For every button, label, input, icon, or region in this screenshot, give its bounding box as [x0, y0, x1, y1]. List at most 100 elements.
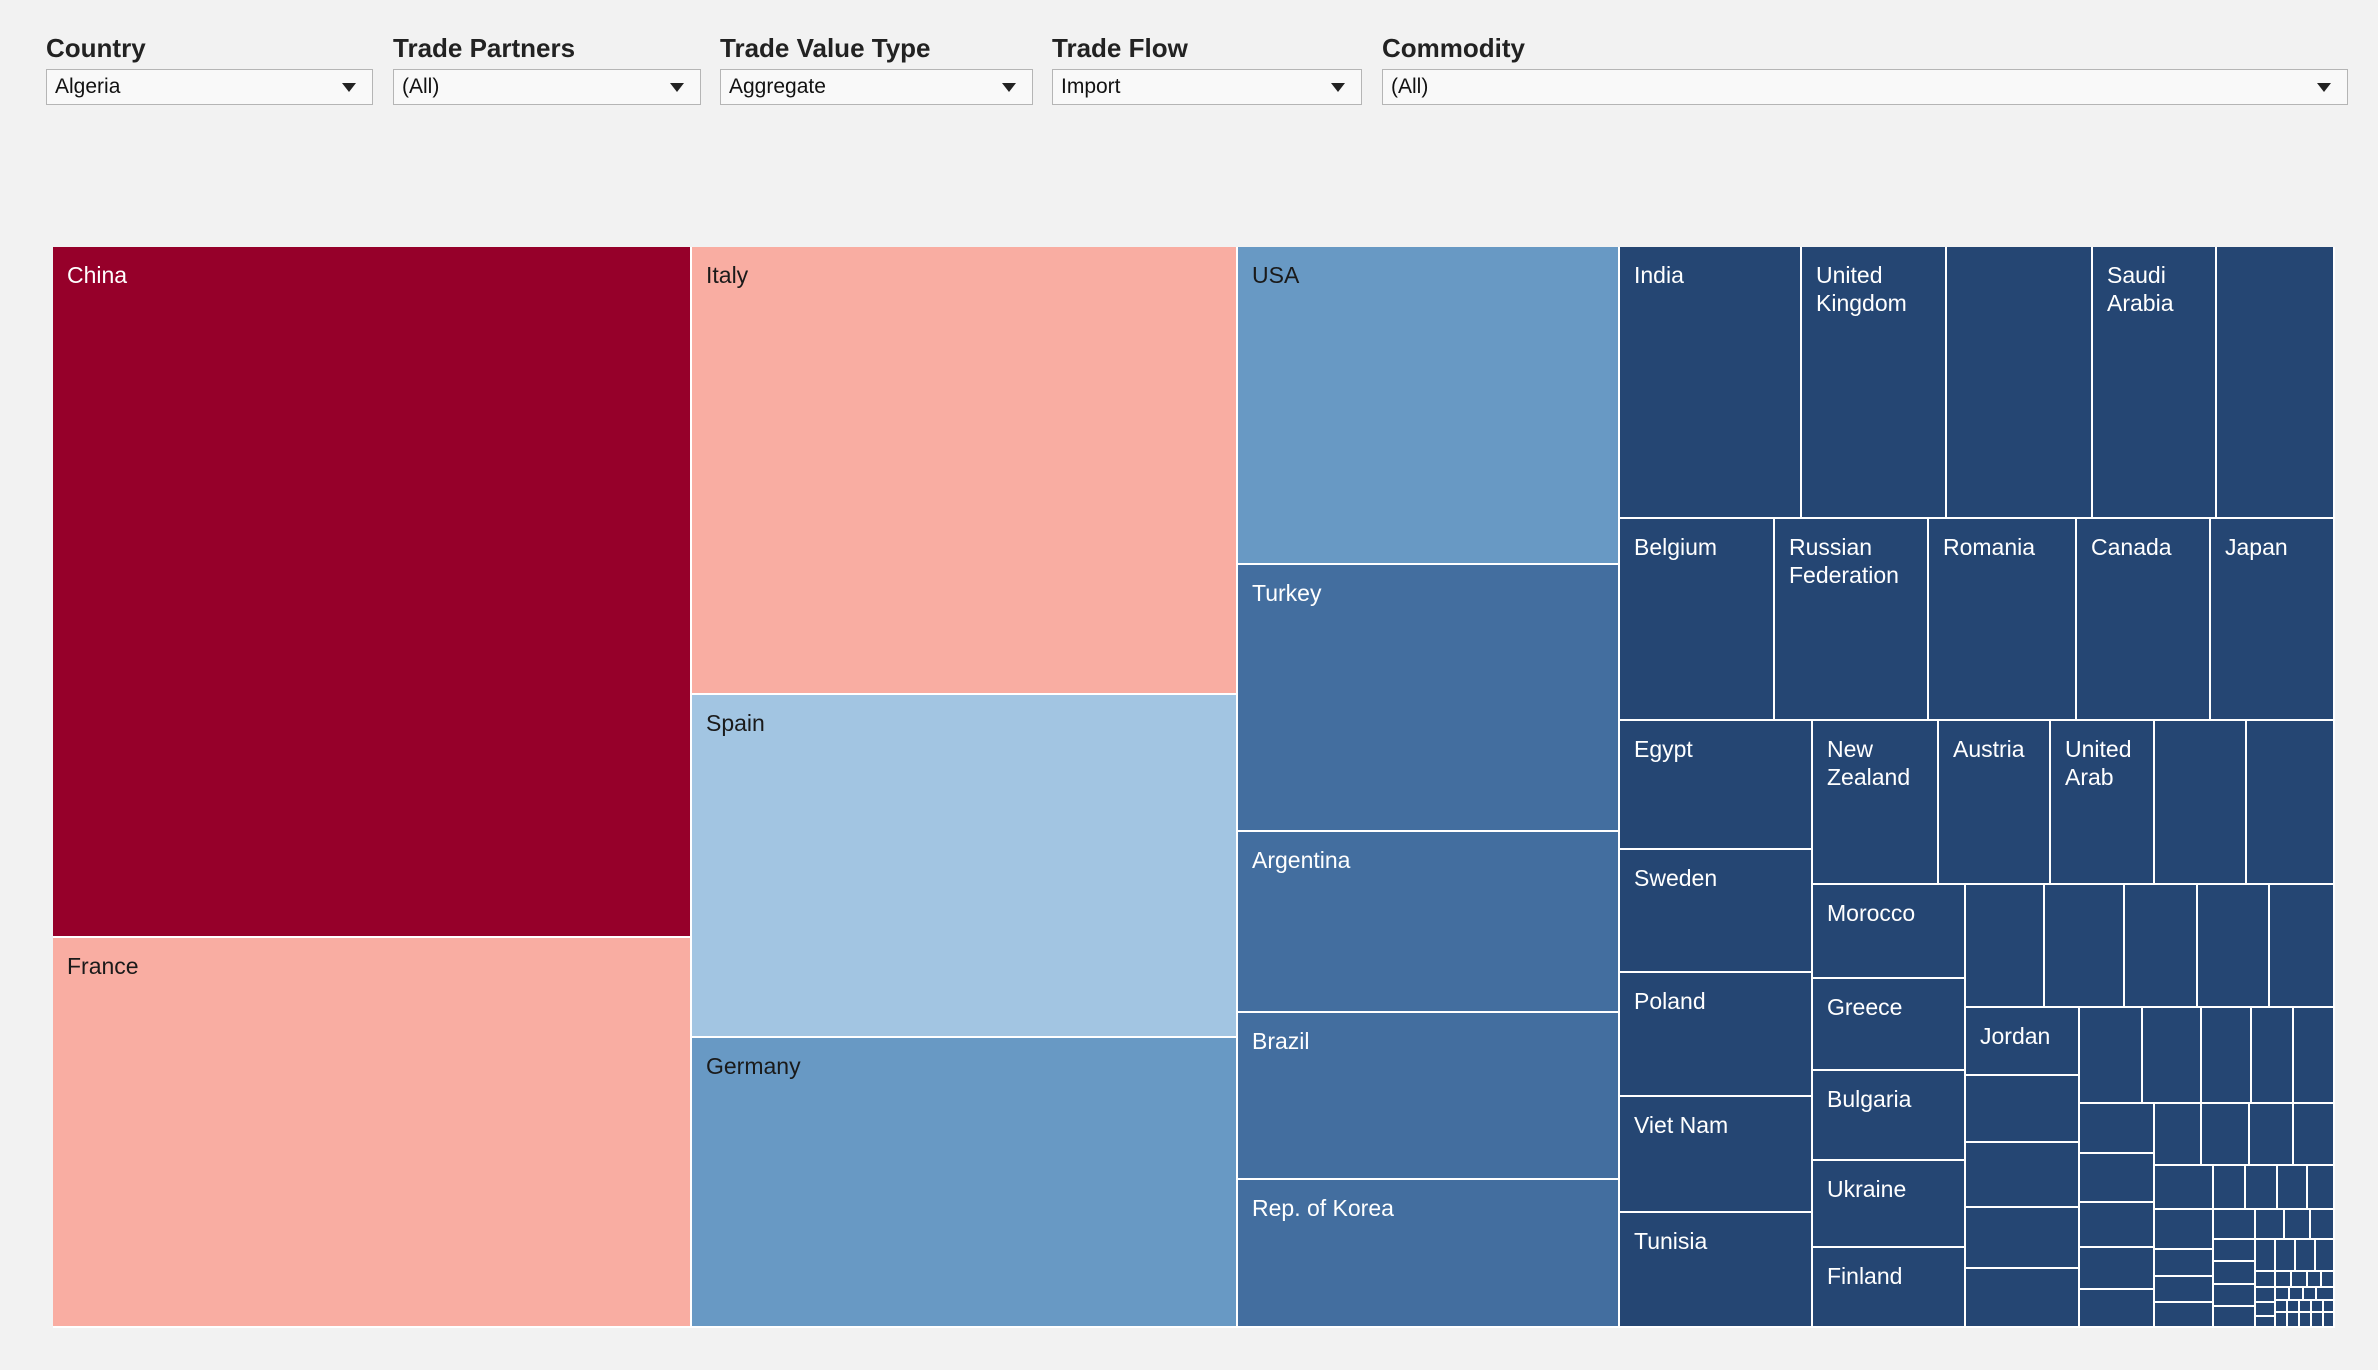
treemap-cell-other[interactable]	[2276, 1240, 2296, 1272]
treemap-cell-jordan[interactable]: Jordan	[1966, 1008, 2080, 1076]
treemap-cell-other[interactable]	[2155, 1104, 2202, 1166]
treemap-cell-other[interactable]	[2312, 1313, 2324, 1328]
treemap-cell-spain[interactable]: Spain	[692, 695, 1238, 1038]
treemap-cell-other[interactable]	[2214, 1262, 2256, 1285]
treemap-cell-usa[interactable]: USA	[1238, 247, 1620, 565]
dropdown-arrow-icon[interactable]	[2317, 83, 2331, 92]
treemap-cell-other[interactable]	[2324, 1301, 2335, 1313]
treemap-cell-saudi-arabia[interactable]: Saudi Arabia	[2093, 247, 2217, 519]
treemap-cell-other[interactable]	[2214, 1285, 2256, 1307]
treemap-cell-austria[interactable]: Austria	[1939, 721, 2051, 885]
treemap-cell-other[interactable]	[2276, 1272, 2292, 1288]
treemap-cell-russian-federation[interactable]: Russian Federation	[1775, 519, 1929, 721]
trade-value-type-select[interactable]: Aggregate	[720, 69, 1033, 105]
treemap-cell-finland[interactable]: Finland	[1813, 1248, 1966, 1328]
commodity-select[interactable]: (All)	[1382, 69, 2348, 105]
treemap-cell-other[interactable]	[2288, 1313, 2300, 1328]
treemap-cell-other[interactable]	[2288, 1301, 2300, 1313]
trade-flow-select[interactable]: Import	[1052, 69, 1362, 105]
treemap-cell-other[interactable]	[2155, 1277, 2214, 1303]
country-select[interactable]: Algeria	[46, 69, 373, 105]
treemap-cell-other[interactable]	[2285, 1210, 2311, 1240]
treemap-cell-poland[interactable]: Poland	[1620, 973, 1813, 1097]
treemap-cell-egypt[interactable]: Egypt	[1620, 721, 1813, 850]
treemap-cell-other[interactable]	[2250, 1104, 2294, 1166]
treemap-cell-other[interactable]	[2214, 1240, 2256, 1262]
treemap-cell-other[interactable]	[2290, 1288, 2304, 1301]
treemap-cell-other[interactable]	[2214, 1166, 2246, 1210]
treemap-cell-japan[interactable]: Japan	[2211, 519, 2335, 721]
treemap-cell-other[interactable]	[2322, 1272, 2335, 1288]
treemap-cell-other[interactable]	[2316, 1240, 2335, 1272]
treemap-cell-other[interactable]	[2143, 1008, 2202, 1104]
treemap-cell-other[interactable]	[2308, 1166, 2335, 1210]
treemap-cell-other[interactable]	[2080, 1248, 2155, 1290]
dropdown-arrow-icon[interactable]	[342, 83, 356, 92]
treemap-cell-other[interactable]	[2294, 1008, 2335, 1104]
treemap-cell-france[interactable]: France	[53, 938, 692, 1328]
treemap-cell-india[interactable]: India	[1620, 247, 1802, 519]
treemap-cell-turkey[interactable]: Turkey	[1238, 565, 1620, 832]
treemap-cell-bulgaria[interactable]: Bulgaria	[1813, 1071, 1966, 1161]
treemap-cell-other[interactable]	[2155, 721, 2247, 885]
treemap-cell-other[interactable]	[2304, 1288, 2317, 1301]
treemap-cell-other[interactable]	[2214, 1210, 2256, 1240]
treemap-cell-other[interactable]	[2080, 1203, 2155, 1248]
treemap-cell-united-kingdom[interactable]: United Kingdom	[1802, 247, 1947, 519]
treemap-cell-china[interactable]: China	[53, 247, 692, 938]
treemap-cell-other[interactable]	[2202, 1104, 2250, 1166]
treemap-cell-other[interactable]	[2270, 885, 2335, 1008]
treemap-cell-other[interactable]	[2276, 1301, 2288, 1313]
treemap-cell-other[interactable]	[2308, 1272, 2322, 1288]
treemap-cell-sweden[interactable]: Sweden	[1620, 850, 1813, 973]
treemap-cell-other[interactable]	[2155, 1250, 2214, 1277]
treemap-cell-other[interactable]	[2045, 885, 2125, 1008]
treemap-cell-other[interactable]	[2256, 1210, 2285, 1240]
treemap-cell-other[interactable]	[2155, 1166, 2214, 1210]
treemap-cell-other[interactable]	[2247, 721, 2335, 885]
treemap-cell-other[interactable]	[2256, 1240, 2276, 1272]
dropdown-arrow-icon[interactable]	[1331, 83, 1345, 92]
treemap-cell-other[interactable]	[2202, 1008, 2252, 1104]
treemap-cell-viet-nam[interactable]: Viet Nam	[1620, 1097, 1813, 1213]
treemap-cell-other[interactable]	[1966, 885, 2045, 1008]
treemap-cell-other[interactable]	[2311, 1210, 2335, 1240]
treemap-cell-other[interactable]	[2080, 1290, 2155, 1328]
treemap-cell-other[interactable]	[2294, 1104, 2335, 1166]
treemap-cell-ukraine[interactable]: Ukraine	[1813, 1161, 1966, 1248]
treemap-cell-other[interactable]	[2256, 1303, 2276, 1317]
dropdown-arrow-icon[interactable]	[1002, 83, 1016, 92]
treemap-cell-other[interactable]	[2125, 885, 2198, 1008]
treemap-cell-tunisia[interactable]: Tunisia	[1620, 1213, 1813, 1328]
treemap-cell-other[interactable]	[2300, 1301, 2312, 1313]
treemap-cell-germany[interactable]: Germany	[692, 1038, 1238, 1328]
treemap-cell-other[interactable]	[2324, 1313, 2335, 1328]
treemap-cell-other[interactable]	[2155, 1303, 2214, 1328]
treemap-cell-united-arab[interactable]: United Arab	[2051, 721, 2155, 885]
treemap-cell-other[interactable]	[1966, 1143, 2080, 1208]
treemap-cell-other[interactable]	[2256, 1272, 2276, 1288]
treemap-cell-other[interactable]	[2246, 1166, 2278, 1210]
treemap-cell-belgium[interactable]: Belgium	[1620, 519, 1775, 721]
treemap-cell-other[interactable]	[2300, 1313, 2312, 1328]
treemap-cell-other[interactable]	[1966, 1208, 2080, 1269]
treemap-cell-italy[interactable]: Italy	[692, 247, 1238, 695]
treemap-cell-other[interactable]	[2276, 1288, 2290, 1301]
treemap-cell-other[interactable]	[2080, 1154, 2155, 1203]
treemap-cell-argentina[interactable]: Argentina	[1238, 832, 1620, 1013]
treemap-cell-morocco[interactable]: Morocco	[1813, 885, 1966, 979]
treemap-cell-other[interactable]	[2296, 1240, 2316, 1272]
treemap-cell-other[interactable]	[2256, 1317, 2276, 1328]
treemap-cell-other[interactable]	[2317, 1288, 2335, 1301]
treemap-cell-brazil[interactable]: Brazil	[1238, 1013, 1620, 1180]
treemap-cell-other[interactable]	[2312, 1301, 2324, 1313]
dropdown-arrow-icon[interactable]	[670, 83, 684, 92]
treemap-cell-other[interactable]	[2252, 1008, 2294, 1104]
treemap-cell-other[interactable]	[2217, 247, 2335, 519]
treemap-cell-other[interactable]	[2278, 1166, 2308, 1210]
treemap-cell-other[interactable]	[2198, 885, 2270, 1008]
treemap-cell-canada[interactable]: Canada	[2077, 519, 2211, 721]
treemap-cell-rep-of-korea[interactable]: Rep. of Korea	[1238, 1180, 1620, 1328]
treemap-cell-new-zealand[interactable]: New Zealand	[1813, 721, 1939, 885]
treemap-cell-other[interactable]	[2256, 1288, 2276, 1303]
